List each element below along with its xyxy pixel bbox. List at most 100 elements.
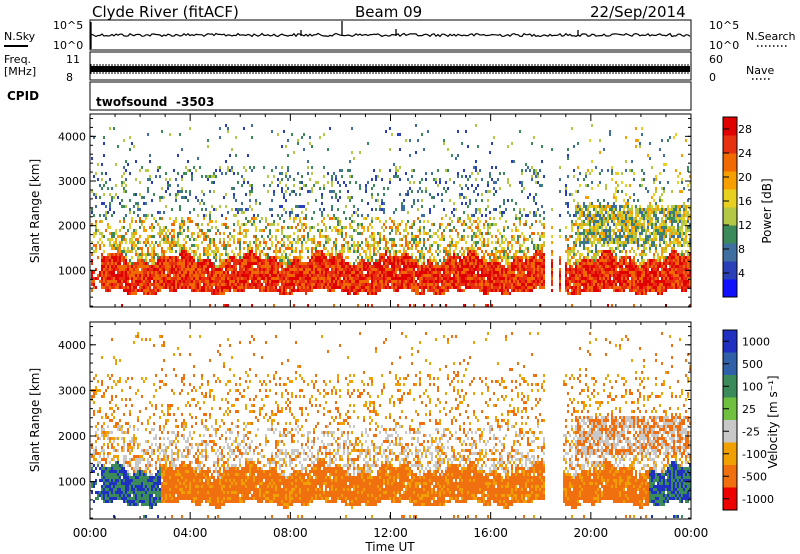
echo-cell	[383, 283, 385, 286]
echo-cell	[321, 214, 323, 217]
echo-cell	[125, 169, 127, 172]
echo-cell	[107, 187, 109, 190]
echo-cell	[451, 229, 453, 232]
echo-cell	[367, 289, 369, 292]
echo-cell	[429, 235, 431, 238]
echo-cell	[257, 268, 259, 271]
echo-cell	[327, 235, 329, 238]
echo-cell	[421, 277, 423, 280]
echo-cell	[489, 259, 491, 262]
echo-cell	[145, 169, 147, 172]
echo-cell	[349, 268, 351, 271]
echo-cell	[393, 289, 395, 292]
echo-cell	[129, 277, 131, 280]
echo-cell	[243, 265, 245, 268]
echo-cell	[95, 277, 97, 280]
echo-cell	[329, 226, 331, 229]
echo-cell	[393, 283, 395, 286]
echo-cell	[515, 280, 517, 283]
echo-cell	[261, 265, 263, 268]
echo-cell	[111, 187, 113, 190]
echo-cell	[401, 280, 403, 283]
echo-cell	[251, 271, 253, 274]
echo-cell	[285, 289, 287, 292]
echo-cell	[399, 280, 401, 283]
echo-cell	[215, 208, 217, 211]
echo-cell	[441, 280, 443, 283]
echo-cell	[231, 166, 233, 169]
echo-cell	[323, 271, 325, 274]
echo-cell	[281, 244, 283, 247]
echo-cell	[385, 241, 387, 244]
echo-cell	[101, 235, 103, 238]
echo-cell	[163, 241, 165, 244]
echo-cell	[263, 262, 265, 265]
echo-cell	[239, 283, 241, 286]
echo-cell	[531, 274, 533, 277]
echo-cell	[121, 250, 123, 253]
echo-cell	[271, 241, 273, 244]
echo-cell	[391, 241, 393, 244]
echo-cell	[467, 253, 469, 256]
echo-cell	[251, 280, 253, 283]
echo-cell	[477, 145, 479, 148]
echo-cell	[343, 268, 345, 271]
echo-cell	[135, 265, 137, 268]
echo-cell	[161, 268, 163, 271]
echo-cell	[337, 223, 339, 226]
echo-cell	[409, 247, 411, 250]
echo-cell	[367, 283, 369, 286]
echo-cell	[161, 256, 163, 259]
echo-cell	[503, 226, 505, 229]
echo-cell	[569, 271, 571, 274]
echo-cell	[207, 223, 209, 226]
echo-cell	[539, 277, 541, 280]
echo-cell	[423, 214, 425, 217]
echo-cell	[567, 259, 569, 262]
echo-cell	[421, 253, 423, 256]
echo-cell	[431, 283, 433, 286]
echo-cell	[349, 277, 351, 280]
echo-cell	[461, 289, 463, 292]
echo-cell	[433, 286, 435, 289]
echo-cell	[487, 277, 489, 280]
echo-cell	[109, 205, 111, 208]
echo-cell	[527, 262, 529, 265]
echo-cell	[423, 220, 425, 223]
echo-cell	[383, 235, 385, 238]
echo-cell	[253, 214, 255, 217]
echo-cell	[205, 289, 207, 292]
echo-cell	[435, 265, 437, 268]
echo-cell	[489, 265, 491, 268]
echo-cell	[391, 268, 393, 271]
echo-cell	[145, 256, 147, 259]
echo-cell	[575, 292, 577, 295]
echo-cell	[105, 286, 107, 289]
echo-cell	[247, 244, 249, 247]
echo-cell	[239, 265, 241, 268]
echo-cell	[165, 205, 167, 208]
echo-cell	[477, 256, 479, 259]
echo-cell	[373, 232, 375, 235]
echo-cell	[301, 241, 303, 244]
echo-cell	[123, 286, 125, 289]
echo-cell	[579, 214, 581, 217]
echo-cell	[153, 235, 155, 238]
echo-cell	[319, 265, 321, 268]
echo-cell	[531, 271, 533, 274]
echo-cell	[383, 274, 385, 277]
echo-cell	[457, 241, 459, 244]
echo-cell	[407, 190, 409, 193]
echo-cell	[375, 217, 377, 220]
echo-cell	[307, 283, 309, 286]
echo-cell	[187, 286, 189, 289]
echo-cell	[387, 265, 389, 268]
echo-cell	[421, 190, 423, 193]
echo-cell	[279, 286, 281, 289]
echo-cell	[477, 271, 479, 274]
echo-cell	[347, 262, 349, 265]
echo-cell	[475, 166, 477, 169]
echo-cell	[181, 190, 183, 193]
echo-cell	[167, 256, 169, 259]
echo-cell	[525, 280, 527, 283]
